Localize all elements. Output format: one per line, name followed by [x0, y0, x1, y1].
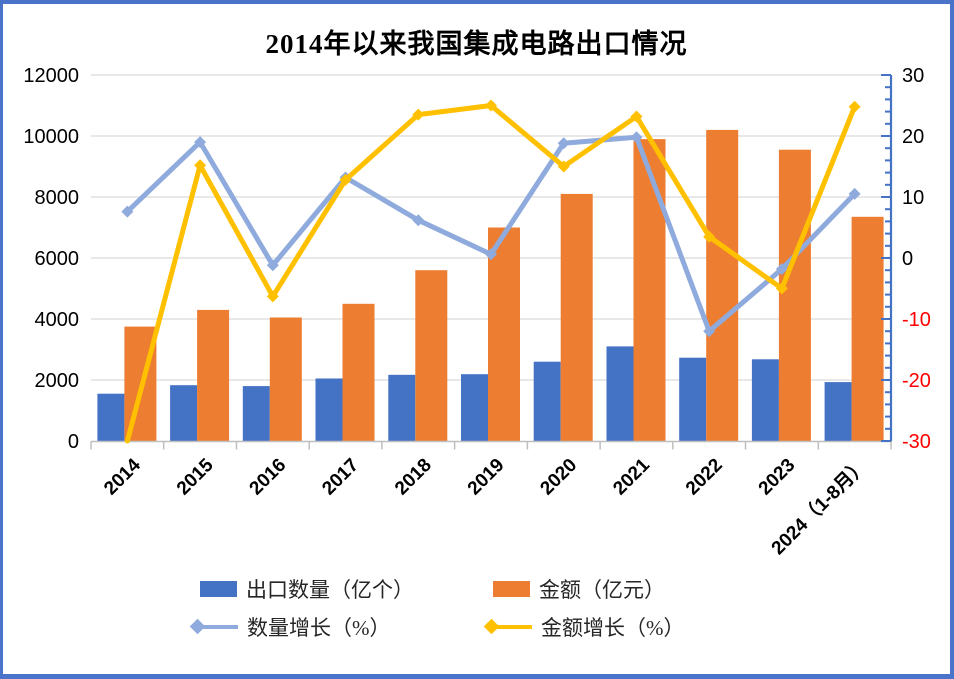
- data-point-marker: [557, 137, 570, 150]
- right-axis-tick-label: 20: [902, 126, 924, 148]
- legend-swatch-quantity-line: [189, 618, 238, 635]
- right-axis-tick-label: 10: [902, 187, 924, 209]
- bar: [170, 385, 198, 441]
- data-point-marker: [703, 325, 716, 338]
- data-point-marker: [412, 108, 425, 121]
- right-axis-labels: 30 20 10 0 -10 -20 -30: [902, 65, 931, 453]
- legend-label-amount-bar: 金额（亿元）: [539, 578, 665, 602]
- line-quantity-growth: [121, 131, 861, 338]
- right-axis-tick-label: -10: [902, 309, 931, 331]
- bottom-axis: [90, 440, 892, 450]
- legend-label-amount-line: 金额增长（%）: [541, 616, 685, 640]
- bar: [415, 270, 448, 441]
- bar: [533, 361, 561, 441]
- data-point-marker: [339, 173, 352, 186]
- left-axis-tick-label: 8000: [35, 187, 80, 209]
- data-point-marker: [557, 160, 570, 173]
- data-point-marker: [266, 290, 279, 303]
- legend-swatch-quantity-bar: [200, 581, 237, 597]
- combo-chart-plot: 0 2000 4000 6000 8000 10000 12000 30 20 10 0 -10 -20…: [23, 65, 931, 559]
- legend-item-export-amount: 金额（亿元）: [493, 574, 665, 604]
- left-axis-tick-label: 0: [68, 431, 79, 453]
- legend-item-quantity-growth: 数量增长（%）: [189, 612, 391, 642]
- bar: [606, 346, 634, 441]
- legend-item-amount-growth: 金额增长（%）: [483, 612, 685, 642]
- right-axis-line: [881, 74, 893, 442]
- bar: [315, 378, 343, 441]
- left-axis-tick-label: 12000: [23, 65, 79, 87]
- bar: [679, 357, 707, 441]
- chart-legend: 出口数量（亿个） 金额（亿元） 数量增长（%） 金额增长（%）: [3, 4, 950, 674]
- data-point-marker: [266, 259, 279, 272]
- left-axis-tick-label: 10000: [23, 126, 79, 148]
- data-point-marker: [703, 230, 716, 243]
- bar: [706, 129, 739, 441]
- left-axis-labels: 0 2000 4000 6000 8000 10000 12000: [23, 65, 79, 453]
- bar: [388, 374, 416, 441]
- bars-export-amount: [124, 129, 884, 442]
- bar: [197, 309, 230, 441]
- bar: [851, 216, 884, 441]
- legend-label-quantity-bar: 出口数量（亿个）: [246, 578, 414, 602]
- data-point-marker: [194, 159, 207, 172]
- data-point-marker: [485, 99, 497, 112]
- data-point-marker: [194, 136, 207, 149]
- data-point-marker: [848, 187, 861, 200]
- data-point-marker: [121, 205, 134, 218]
- data-point-marker: [630, 131, 643, 144]
- data-point-marker: [775, 263, 788, 275]
- right-axis-tick-label: -30: [902, 431, 931, 453]
- bar: [342, 303, 375, 442]
- bar: [560, 193, 593, 441]
- left-axis-tick-label: 6000: [35, 248, 80, 270]
- data-point-marker: [412, 214, 425, 227]
- legend-label-quantity-line: 数量增长（%）: [247, 616, 391, 640]
- bar: [778, 149, 811, 441]
- right-axis-tick-label: 0: [902, 248, 913, 270]
- bar: [751, 359, 779, 441]
- right-axis-tick-label: 30: [902, 65, 924, 87]
- bar: [488, 227, 520, 441]
- bar: [461, 374, 488, 441]
- bar: [824, 382, 852, 441]
- data-point-marker: [630, 110, 643, 123]
- legend-item-export-quantity: 出口数量（亿个）: [200, 574, 414, 604]
- data-point-marker: [848, 100, 861, 113]
- data-point-marker: [775, 282, 788, 295]
- left-axis-tick-label: 4000: [35, 309, 80, 331]
- legend-swatch-amount-line: [483, 618, 532, 635]
- legend-swatch-amount-bar: [493, 581, 530, 597]
- right-axis-tick-label: -20: [902, 370, 931, 392]
- bar: [633, 139, 666, 441]
- bar: [242, 386, 270, 441]
- bars-export-quantity: [97, 346, 852, 441]
- bar: [269, 317, 302, 441]
- bar: [97, 393, 125, 441]
- data-point-marker: [485, 248, 497, 261]
- line-amount-growth: [124, 99, 861, 444]
- chart-title: 2014年以来我国集成电路出口情况: [265, 29, 688, 59]
- left-axis-tick-label: 2000: [35, 370, 80, 392]
